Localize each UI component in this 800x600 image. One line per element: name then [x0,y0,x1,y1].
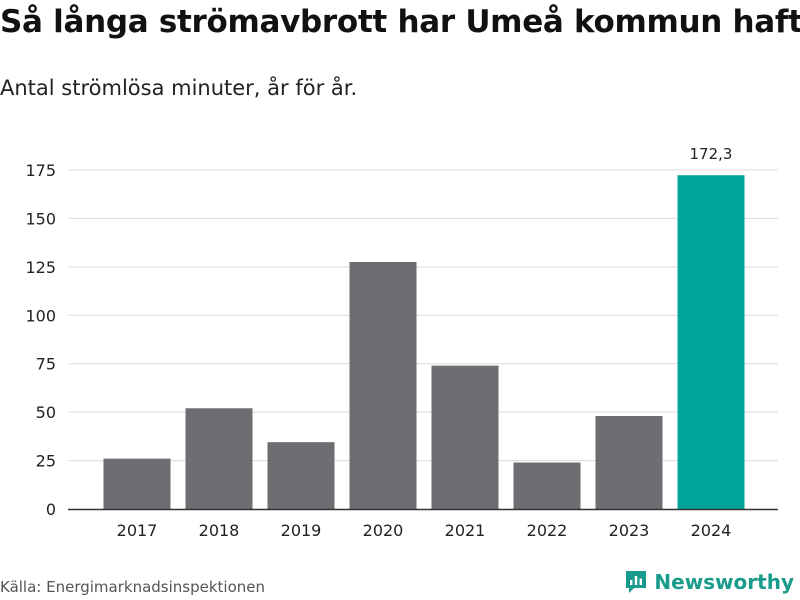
x-tick-label: 2018 [199,521,240,540]
bar-2020 [349,262,417,509]
x-tick-label: 2019 [281,521,322,540]
bar-2024 [677,175,745,509]
source-note: Källa: Energimarknadsinspektionen [0,578,266,596]
brand-name: Newsworthy [654,570,794,594]
newsworthy-logo-icon [626,571,647,593]
x-tick-label: 2022 [527,521,568,540]
y-axis-ticks: 0 25 50 75 100 125 150 175 [25,161,56,519]
y-tick-label: 150 [25,209,56,228]
y-tick-label: 175 [25,161,56,180]
y-tick-label: 25 [36,452,56,471]
bars [103,175,745,509]
y-tick-label: 75 [36,355,56,374]
bar-2019 [267,442,335,509]
bar-2023 [595,416,663,509]
bar-2017 [103,458,171,509]
grid-lines [68,169,778,462]
y-tick-label: 125 [25,258,56,277]
bar-2022 [513,462,581,509]
bar-2021 [431,365,499,509]
x-tick-label: 2017 [117,521,158,540]
y-tick-label: 50 [36,403,56,422]
x-tick-label: 2023 [609,521,650,540]
x-tick-label: 2024 [691,521,732,540]
x-tick-label: 2020 [363,521,404,540]
x-tick-label: 2021 [445,521,486,540]
y-tick-label: 100 [25,306,56,325]
bar-2018 [185,408,253,509]
data-labels: 172,3 [690,145,733,163]
chart-subtitle: Antal strömlösa minuter, år för år. [0,76,358,100]
x-axis-ticks: 2017 2018 2019 2020 2021 2022 2023 2024 [68,508,778,540]
data-label: 172,3 [690,145,733,163]
brand-logo: Newsworthy [624,569,794,595]
chart-title: Så långa strömavbrott har Umeå kommun ha… [0,4,800,40]
bar-chart: 0 25 50 75 100 125 150 175 2017 2018 2019 2020 2021… [25,145,778,540]
y-tick-label: 0 [46,500,56,519]
